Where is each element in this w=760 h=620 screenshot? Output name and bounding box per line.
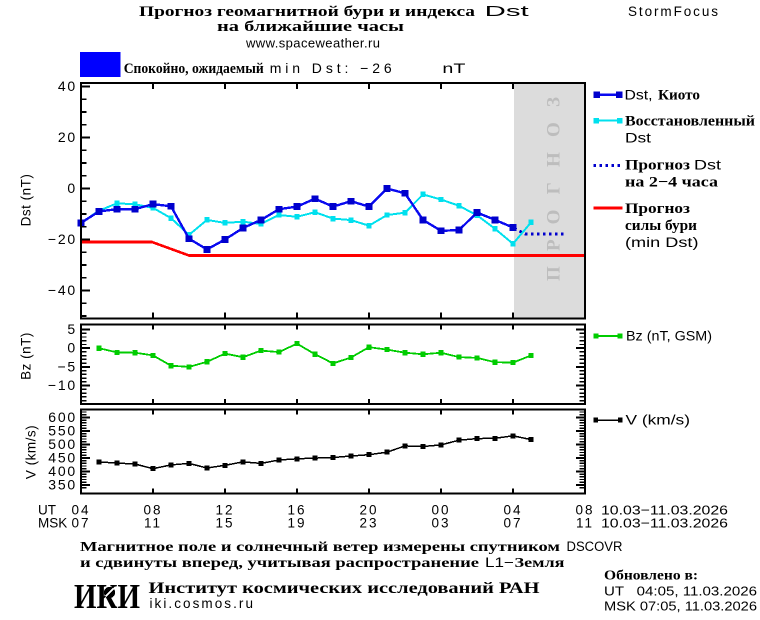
svg-text:Земля: Земля (515, 556, 566, 571)
svg-text:03: 03 (431, 516, 450, 531)
svg-text:Dst: Dst (694, 158, 721, 173)
svg-text:Киото: Киото (658, 88, 700, 104)
svg-text:Институт космических исследова: Институт космических исследований РАН (149, 580, 541, 597)
svg-text:500: 500 (48, 436, 77, 452)
svg-text:23: 23 (359, 516, 378, 531)
svg-text:Bz (nT): Bz (nT) (19, 332, 34, 380)
svg-text:5: 5 (67, 321, 77, 337)
svg-text:04: 04 (71, 503, 90, 518)
svg-text:19: 19 (287, 516, 306, 531)
svg-text:11: 11 (576, 516, 594, 531)
svg-text:UT 04:05, 11.03.2026: UT 04:05, 11.03.2026 (604, 584, 757, 599)
svg-text:07: 07 (71, 516, 90, 531)
svg-text:12: 12 (215, 503, 234, 518)
svg-text:на ближайшие часы: на ближайшие часы (217, 19, 404, 35)
svg-text:04: 04 (503, 503, 522, 518)
svg-text:nT: nT (442, 60, 466, 76)
svg-text:и сдвинуты вперед, учитывая ра: и сдвинуты вперед, учитывая распростране… (80, 556, 479, 571)
svg-text:Обновлено в:: Обновлено в: (604, 569, 698, 584)
svg-text:L1−: L1− (485, 555, 514, 570)
svg-text:16: 16 (287, 503, 306, 518)
svg-text:600: 600 (48, 409, 77, 425)
svg-text:Прогноз: Прогноз (625, 158, 690, 174)
svg-text:Dst,: Dst, (625, 88, 653, 103)
svg-text:20: 20 (58, 129, 77, 145)
svg-text:07: 07 (503, 516, 522, 531)
svg-text:(min Dst): (min Dst) (625, 235, 699, 250)
svg-text:08: 08 (143, 503, 162, 518)
svg-text:Восстановленный: Восстановленный (625, 114, 755, 130)
svg-text:−10: −10 (48, 377, 77, 393)
svg-text:UT: UT (38, 503, 56, 518)
svg-text:StormFocus: StormFocus (628, 4, 718, 19)
svg-text:Спокойно, ожидаемый: Спокойно, ожидаемый (124, 61, 264, 77)
svg-text:400: 400 (48, 463, 77, 479)
svg-text:Прогноз: Прогноз (625, 201, 690, 217)
svg-text:10.03−11.03.2026: 10.03−11.03.2026 (601, 516, 728, 531)
svg-text:V (km/s): V (km/s) (626, 413, 691, 428)
svg-text:DSCOVR: DSCOVR (567, 539, 623, 554)
svg-text:Bz (nT, GSM): Bz (nT, GSM) (626, 329, 712, 344)
svg-text:0: 0 (67, 180, 77, 196)
svg-text:на 2−4 часа: на 2−4 часа (625, 175, 719, 191)
svg-text:www.spaceweather.ru: www.spaceweather.ru (245, 36, 380, 51)
svg-text:11: 11 (144, 516, 162, 531)
svg-text:Магнитное поле и солнечный вет: Магнитное поле и солнечный ветер измерен… (80, 540, 561, 555)
svg-text:MSK: MSK (38, 516, 67, 531)
svg-text:Dst: Dst (625, 131, 651, 146)
svg-text:00: 00 (431, 503, 450, 518)
svg-text:20: 20 (359, 503, 378, 518)
svg-text:−20: −20 (48, 231, 77, 247)
svg-text:Прогноз геомагнитной бури и ин: Прогноз геомагнитной бури и индекса (139, 4, 476, 20)
svg-text:0: 0 (67, 340, 77, 356)
svg-text:MSK 07:05, 11.03.2026: MSK 07:05, 11.03.2026 (604, 599, 757, 614)
svg-text:40: 40 (58, 78, 77, 94)
svg-text:V (km/s): V (km/s) (24, 425, 39, 479)
svg-text:min Dst: −26: min Dst: −26 (270, 60, 392, 76)
svg-text:Dst (nT): Dst (nT) (19, 174, 34, 227)
svg-text:10.03−11.03.2026: 10.03−11.03.2026 (601, 503, 728, 518)
svg-text:450: 450 (48, 449, 77, 465)
svg-text:08: 08 (575, 503, 594, 518)
svg-text:15: 15 (215, 516, 234, 531)
svg-text:Dst: Dst (485, 4, 529, 20)
svg-text:силы бури: силы бури (625, 218, 697, 234)
svg-text:350: 350 (48, 476, 77, 492)
svg-text:−5: −5 (57, 358, 77, 374)
svg-text:iki.cosmos.ru: iki.cosmos.ru (150, 596, 254, 611)
svg-text:−40: −40 (48, 282, 77, 298)
svg-text:550: 550 (48, 422, 77, 438)
